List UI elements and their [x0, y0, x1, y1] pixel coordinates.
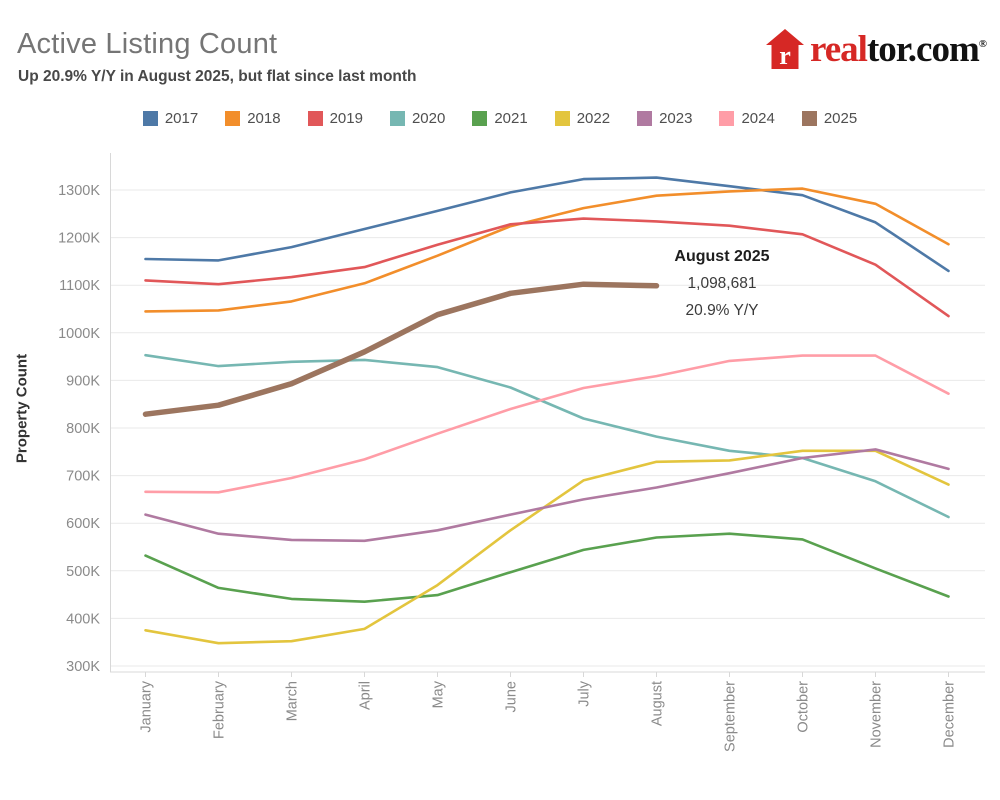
page-subtitle: Up 20.9% Y/Y in August 2025, but flat si…	[18, 68, 417, 85]
y-tick-label-1200K: 1200K	[58, 231, 100, 247]
annotation-august-2025: August 2025 1,098,681 20.9% Y/Y	[656, 243, 788, 324]
legend-item-2024: 2024	[719, 110, 775, 127]
legend-label: 2022	[576, 110, 611, 127]
legend-item-2023: 2023	[637, 110, 692, 127]
legend-item-2020: 2020	[389, 110, 446, 127]
logo-text-torcom: tor.com	[866, 28, 980, 70]
registered-mark: ®	[978, 37, 987, 50]
y-tick-label-400K: 400K	[66, 611, 100, 627]
y-tick-label-900K: 900K	[66, 373, 100, 389]
legend-swatch-2020	[389, 111, 405, 126]
page-title: Active Listing Count	[17, 28, 278, 60]
annotation-change: 20.9% Y/Y	[685, 302, 759, 319]
legend-item-2022: 2022	[554, 110, 611, 127]
series-line-2018	[144, 187, 950, 313]
series-line-2023	[144, 448, 950, 543]
series-line-2022	[144, 449, 950, 645]
svg-text:r: r	[779, 41, 791, 70]
legend-label: 2021	[494, 110, 528, 127]
y-tick-label-1300K: 1300K	[58, 183, 100, 199]
x-tick-label-October: October	[796, 681, 812, 733]
x-tick-label-May: May	[431, 680, 447, 708]
x-tick-label-January: January	[139, 680, 155, 732]
house-icon: r	[765, 29, 804, 70]
logo-text-real: real	[809, 28, 868, 70]
legend-swatch-2024	[719, 111, 735, 126]
legend-label: 2024	[741, 110, 775, 127]
annotation-value: 1,098,681	[687, 275, 757, 292]
y-tick-label-600K: 600K	[66, 516, 100, 532]
legend-swatch-2021	[472, 111, 488, 126]
legend-label: 2020	[411, 110, 446, 127]
legend-item-2018: 2018	[225, 110, 281, 127]
legend-swatch-2018	[225, 111, 241, 126]
y-tick-label-800K: 800K	[66, 421, 100, 437]
legend-item-2021: 2021	[472, 110, 528, 127]
x-tick-label-February: February	[212, 680, 228, 739]
legend-item-2019: 2019	[307, 110, 363, 127]
x-tick-label-September: September	[723, 681, 739, 752]
series-line-2019	[144, 217, 950, 318]
logo-wordmark: realtor.com®	[809, 28, 987, 70]
legend-label: 2025	[823, 110, 858, 127]
x-tick-label-November: November	[869, 681, 885, 748]
y-tick-label-1100K: 1100K	[59, 278, 100, 294]
series-line-2025	[142, 281, 660, 417]
y-tick-label-500K: 500K	[66, 564, 100, 580]
y-tick-label-300K: 300K	[66, 659, 100, 675]
legend-swatch-2023	[637, 111, 653, 126]
legend-label: 2019	[329, 110, 363, 127]
x-tick-label-April: April	[358, 681, 374, 710]
series-line-2021	[144, 532, 950, 604]
annotation-title: August 2025	[674, 248, 770, 265]
legend: 2017 2018 2019 2020 2021 2022 2023 2024 2025	[0, 110, 1000, 127]
realtor-logo: r realtor.com®	[765, 28, 987, 70]
legend-item-2025: 2025	[801, 110, 858, 127]
legend-label: 2023	[659, 110, 693, 127]
legend-label: 2017	[164, 110, 199, 127]
series-line-2020	[144, 353, 950, 519]
legend-swatch-2017	[142, 111, 158, 126]
series-line-2024	[144, 354, 950, 494]
x-tick-label-July: July	[577, 680, 593, 707]
legend-label: 2018	[247, 110, 281, 127]
legend-swatch-2022	[554, 111, 570, 126]
x-tick-label-December: December	[942, 681, 958, 748]
x-tick-label-March: March	[285, 681, 301, 721]
x-tick-label-August: August	[650, 681, 666, 726]
x-tick-label-June: June	[504, 681, 520, 712]
legend-swatch-2025	[801, 111, 817, 126]
series-line-2017	[144, 176, 950, 273]
y-tick-label-1000K: 1000K	[58, 326, 100, 342]
legend-swatch-2019	[307, 111, 323, 126]
legend-item-2017: 2017	[142, 110, 199, 127]
y-tick-label-700K: 700K	[66, 469, 100, 485]
line-chart: 300K 400K 500K 600K 700K 800K 900K 1000K 1100K 12…	[58, 153, 985, 752]
